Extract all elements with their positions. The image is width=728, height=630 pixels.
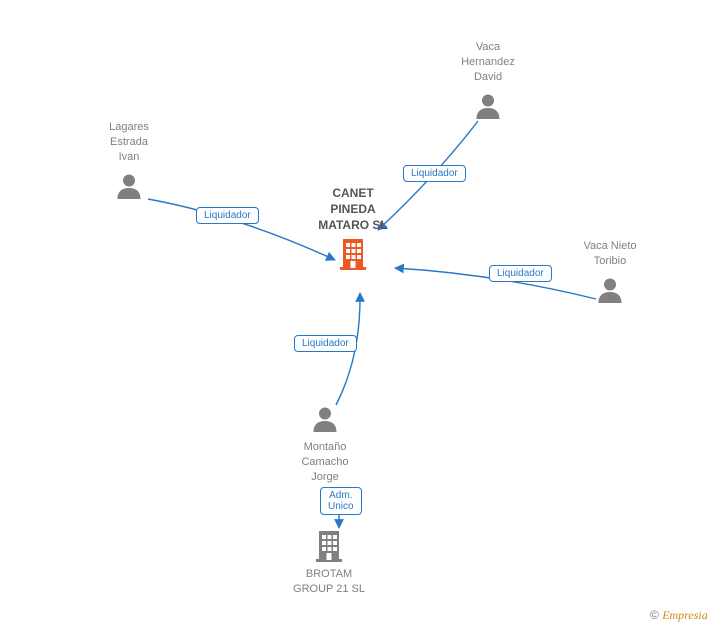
company-icon [316, 531, 342, 562]
watermark-copyright: © [650, 608, 662, 622]
edge-label-p1-central: Liquidador [196, 207, 259, 224]
watermark: © Empresia [650, 608, 708, 623]
edge-label-p2-central: Liquidador [403, 165, 466, 182]
node-central[interactable]: CANET PINEDA MATARO SL [298, 185, 408, 234]
person-icon [118, 175, 141, 200]
node-p2[interactable]: Vaca Hernandez David [433, 40, 543, 85]
node-label: Vaca Hernandez David [433, 40, 543, 85]
node-p3[interactable]: Vaca Nieto Toribio [555, 239, 665, 269]
node-label: Montaño Camacho Jorge [270, 440, 380, 485]
watermark-brand: Empresia [662, 608, 708, 622]
edge-label-p3-central: Liquidador [489, 265, 552, 282]
edge-label-p4-c2: Adm. Unico [320, 487, 362, 515]
edge-label-p4-central: Liquidador [294, 335, 357, 352]
person-icon [314, 408, 337, 433]
node-p1[interactable]: Lagares Estrada Ivan [74, 120, 184, 165]
node-label: CANET PINEDA MATARO SL [298, 185, 408, 234]
company-icon [340, 239, 366, 270]
diagram-canvas [0, 0, 728, 630]
person-icon [477, 95, 500, 120]
person-icon [599, 279, 622, 304]
node-label: Vaca Nieto Toribio [555, 239, 665, 269]
node-c2[interactable]: BROTAM GROUP 21 SL [274, 567, 384, 597]
node-label: BROTAM GROUP 21 SL [274, 567, 384, 597]
node-label: Lagares Estrada Ivan [74, 120, 184, 165]
node-p4[interactable]: Montaño Camacho Jorge [270, 440, 380, 485]
